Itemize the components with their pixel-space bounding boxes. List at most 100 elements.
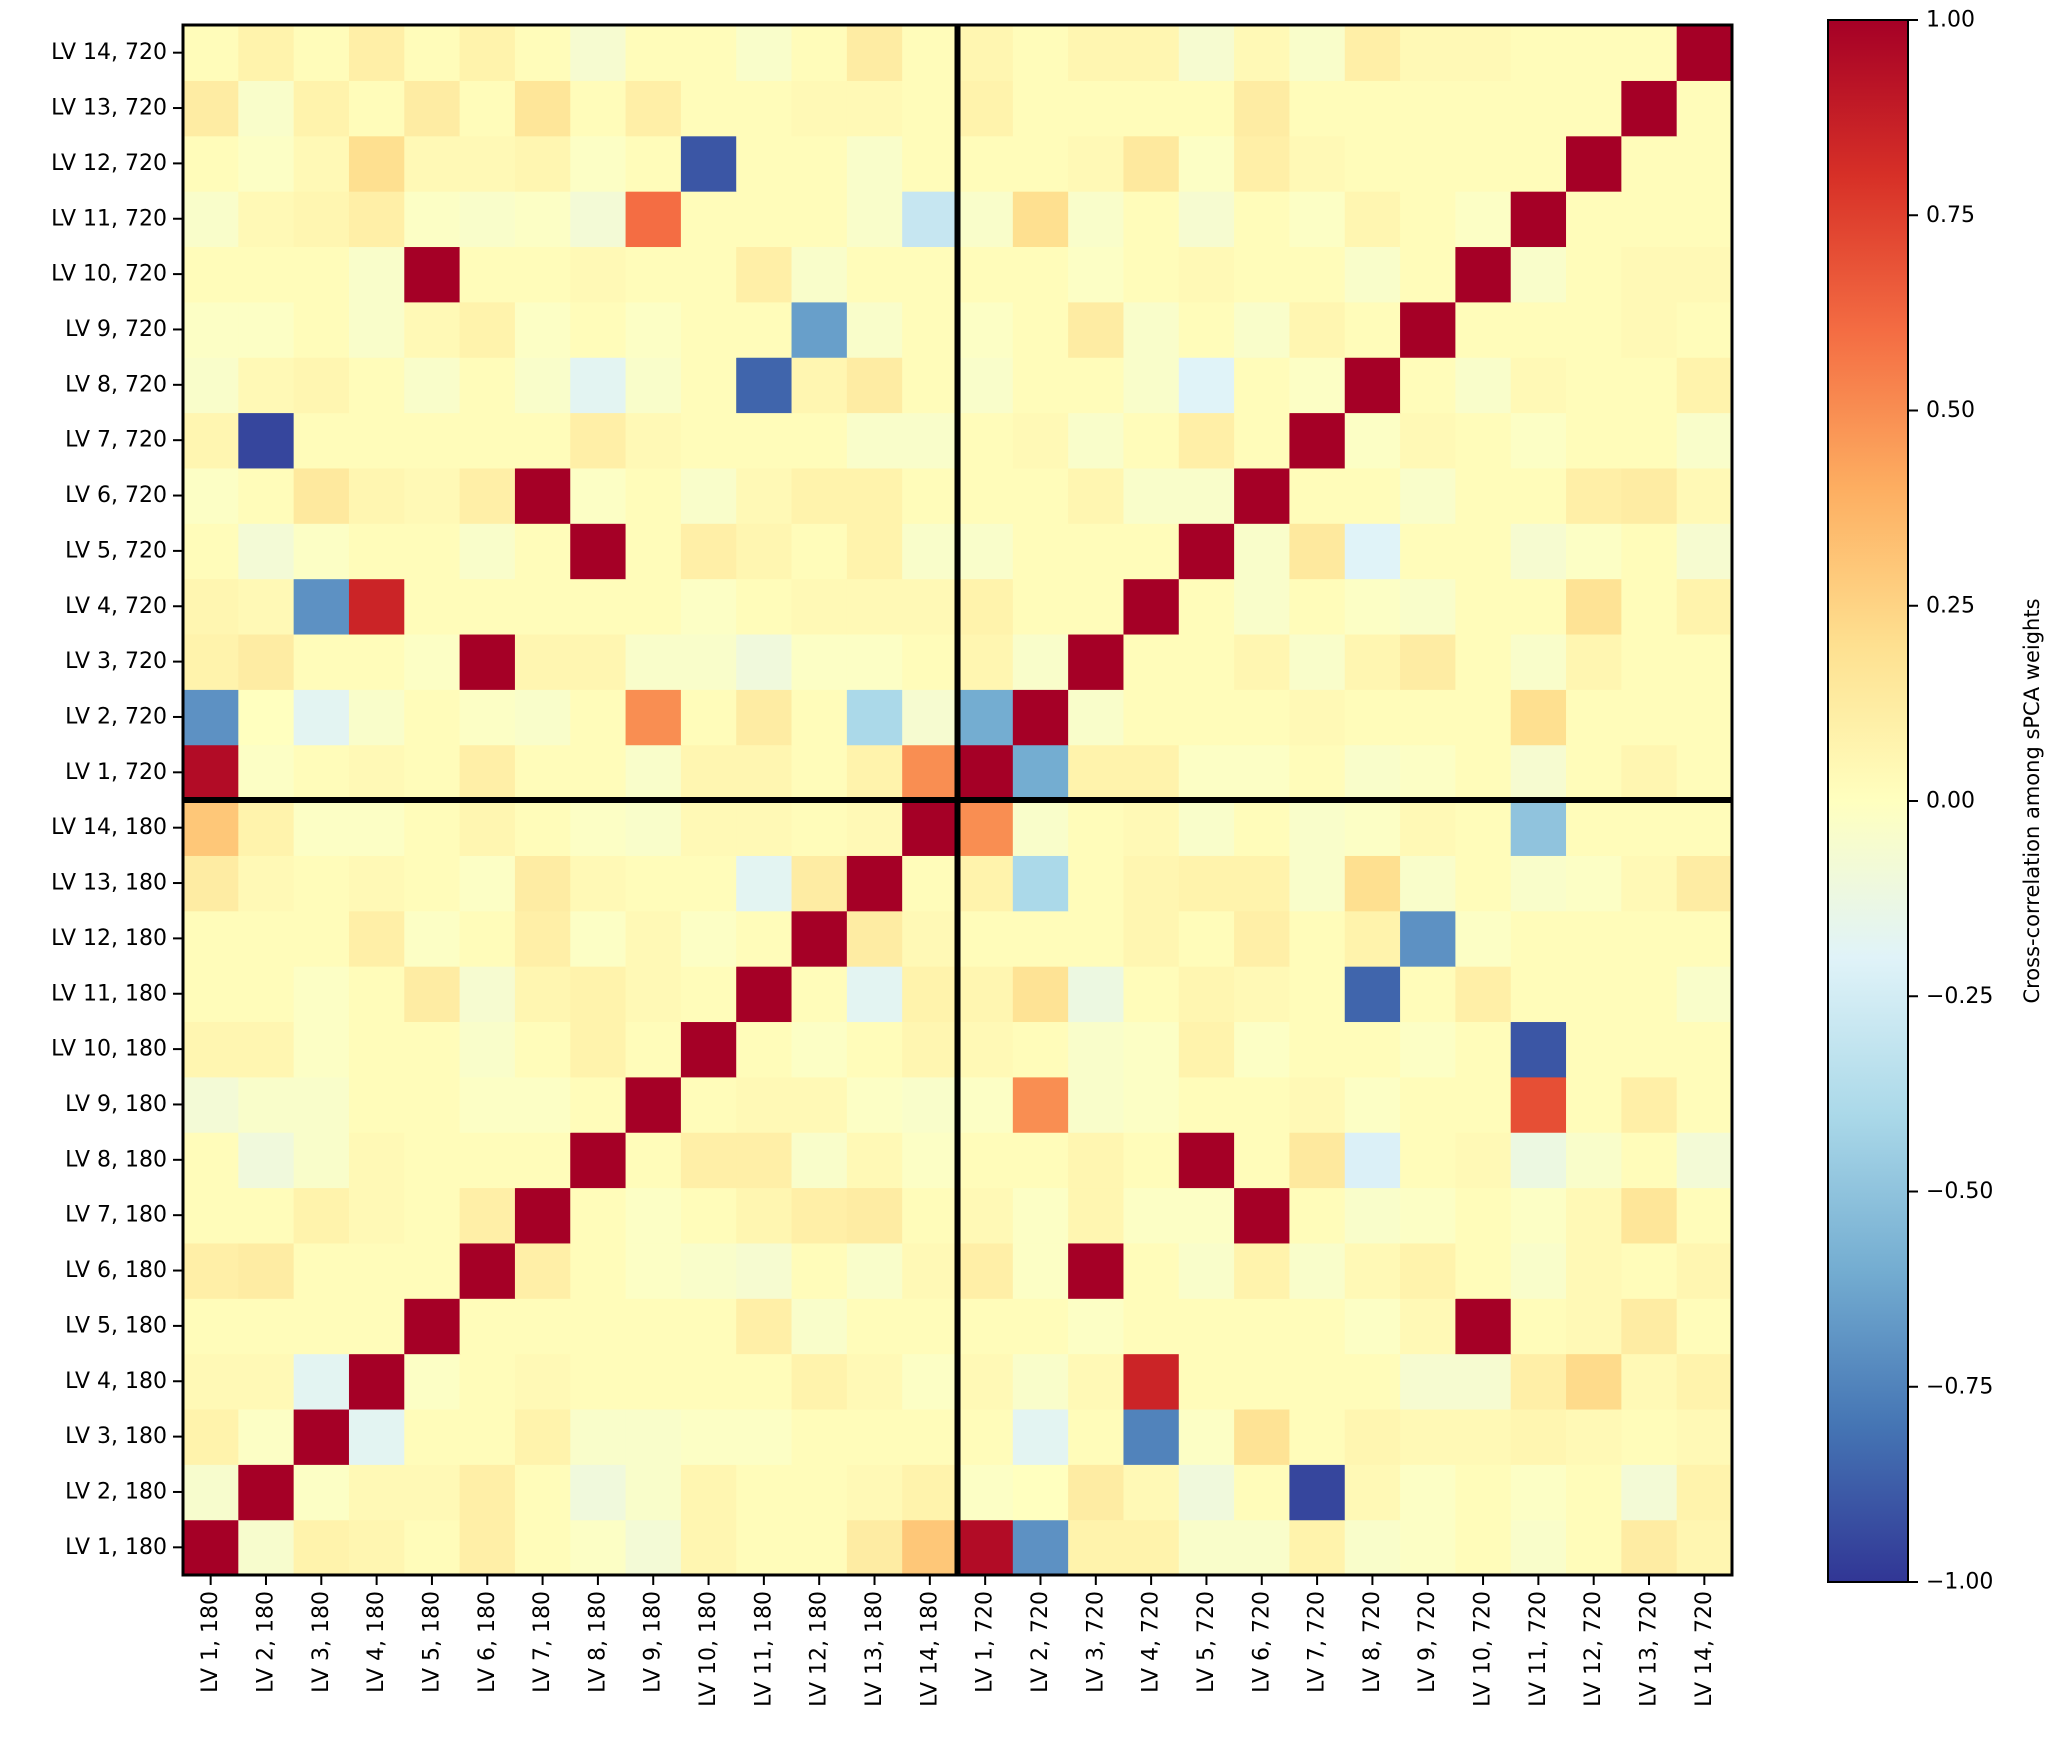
heatmap-cell [1621,301,1678,358]
heatmap-cell [791,1464,848,1521]
heatmap-cell [570,966,627,1023]
x-tick-label: LV 5, 720 [1194,1591,1219,1693]
heatmap-cell [1234,1187,1291,1244]
heatmap-cell [348,1408,405,1465]
heatmap-cell [459,1076,516,1133]
heatmap-cell [1621,1132,1678,1189]
heatmap-cell [1344,1242,1401,1299]
heatmap-cell [736,1408,793,1465]
heatmap-cell [957,744,1014,801]
heatmap-cell [1400,800,1456,856]
heatmap-cell [1621,1353,1678,1410]
heatmap-cell [1123,1298,1180,1355]
heatmap-cell [1289,1242,1346,1299]
heatmap-cell [348,1353,405,1410]
heatmap-cell [846,523,903,580]
heatmap-cell [1400,412,1456,469]
heatmap-cell [625,412,682,469]
heatmap-cell [293,1187,350,1244]
colorbar-tick-label: 1.00 [1926,8,1975,33]
heatmap-cell [1012,1519,1069,1576]
heatmap-cell [1178,1242,1235,1299]
heatmap-cell [791,80,848,137]
heatmap-cell [570,523,627,580]
heatmap-cell [1234,523,1291,580]
heatmap-cell [1400,744,1456,801]
heatmap-cell [736,246,793,303]
heatmap-cell [680,633,737,690]
heatmap-cell [404,966,461,1023]
heatmap-cell [1012,191,1069,248]
heatmap-cell [404,357,461,414]
heatmap-cell [238,523,295,580]
heatmap-cell [1123,523,1180,580]
heatmap-cell [1566,1519,1622,1576]
heatmap-cell [348,357,405,414]
heatmap-cell [1676,910,1733,967]
heatmap-cell [846,301,903,358]
heatmap-cell [1621,855,1678,912]
heatmap-cell [1123,633,1180,690]
heatmap-cell [459,467,516,524]
heatmap-cell [1510,467,1567,524]
heatmap-cell [1455,1132,1512,1189]
heatmap-cell [680,357,737,414]
heatmap-cell [957,301,1014,358]
heatmap-cell [514,467,571,524]
heatmap-cell [459,80,516,137]
heatmap-cell [459,1408,516,1465]
heatmap-cell [1123,578,1180,635]
heatmap-cell [1455,966,1512,1023]
heatmap-cell [183,1353,239,1410]
heatmap-cell [957,1021,1014,1078]
heatmap-cell [625,135,682,192]
heatmap-cell [1234,689,1291,746]
y-tick-label: LV 7, 180 [65,1203,167,1228]
heatmap-cell [1676,1298,1733,1355]
heatmap-cell [348,855,405,912]
heatmap-cell [404,1298,461,1355]
x-tick-label: LV 9, 180 [641,1591,666,1693]
x-tick-label: LV 6, 720 [1249,1591,1274,1693]
heatmap-cell [1676,855,1733,912]
heatmap-cell [1068,800,1125,856]
heatmap-cell [514,301,571,358]
heatmap-cell [238,800,295,856]
y-tick-label: LV 9, 180 [65,1092,167,1117]
heatmap-cell [791,1187,848,1244]
heatmap-cell [791,357,848,414]
heatmap-cell [293,1298,350,1355]
heatmap-cell [1012,1187,1069,1244]
heatmap-cell [1012,25,1069,81]
heatmap-cell [404,246,461,303]
heatmap-cell [1234,633,1291,690]
heatmap-cell [1621,744,1678,801]
heatmap-cell [1344,578,1401,635]
x-tick-label: LV 6, 180 [475,1591,500,1693]
heatmap-cell [514,1519,571,1576]
heatmap-cell [625,855,682,912]
heatmap-cell [1566,523,1622,580]
heatmap-cell [1123,301,1180,358]
heatmap-cell [1344,800,1401,856]
heatmap-cell [1068,1242,1125,1299]
heatmap-cell [183,966,239,1023]
heatmap-cell [1234,1076,1291,1133]
heatmap-cell [459,191,516,248]
heatmap-cell [736,966,793,1023]
y-tick-label: LV 3, 720 [65,649,167,674]
heatmap-cell [293,1132,350,1189]
x-tick-label: LV 3, 720 [1083,1591,1108,1693]
heatmap-cell [1455,80,1512,137]
heatmap-cell [957,523,1014,580]
heatmap-cell [514,25,571,81]
heatmap-cell [1455,1408,1512,1465]
heatmap-cell [238,1242,295,1299]
heatmap-cell [625,301,682,358]
y-tick-label: LV 12, 720 [51,151,167,176]
heatmap-cell [791,1132,848,1189]
heatmap-cell [791,633,848,690]
heatmap-cell [1621,412,1678,469]
